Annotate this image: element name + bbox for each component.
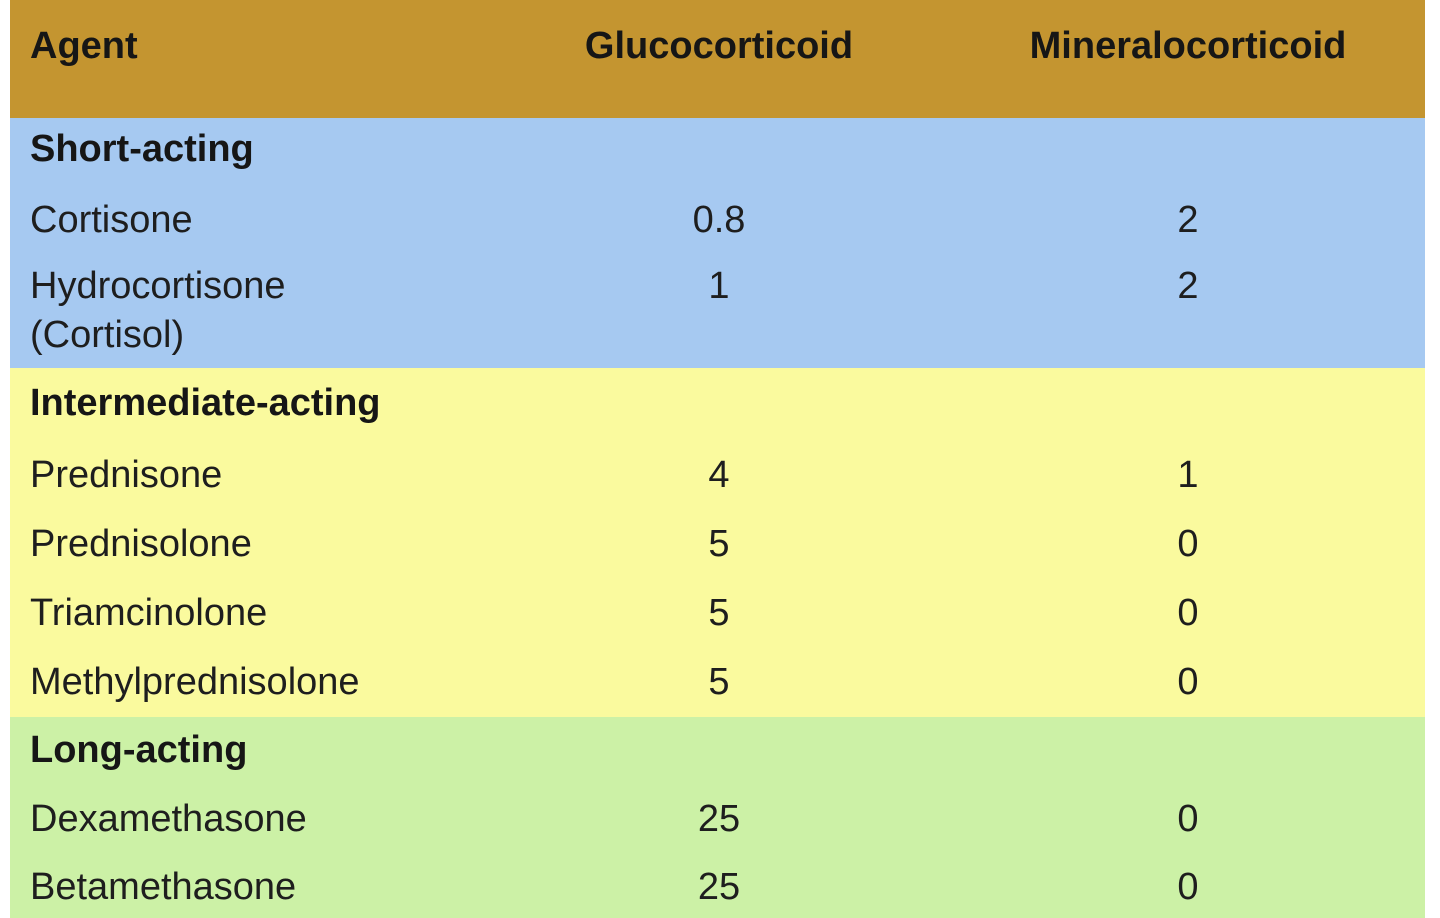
section-long-acting: Long-acting Dexamethasone 25 0 Betametha… [10, 717, 1425, 918]
section-intermediate-acting: Intermediate-acting Prednisone 4 1 Predn… [10, 368, 1425, 717]
glucocorticoid-cell: 5 [708, 592, 730, 634]
table-row: Methylprednisolone 5 0 [10, 648, 1425, 717]
mineralocorticoid-cell: 0 [1177, 592, 1199, 634]
table-row: Prednisone 4 1 [10, 441, 1425, 510]
agent-cell: Prednisone [30, 454, 223, 496]
agent-cell: Prednisolone [30, 523, 252, 565]
agent-cell: Dexamethasone [30, 798, 307, 840]
agent-cell: Hydrocortisone (Cortisol) [30, 265, 286, 357]
glucocorticoid-cell: 25 [697, 866, 741, 908]
agent-cell: Triamcinolone [30, 592, 268, 634]
section-heading: Intermediate-acting [30, 382, 381, 424]
glucocorticoid-cell: 25 [697, 798, 741, 840]
header-glucocorticoid: Glucocorticoid [584, 25, 854, 67]
table-row: Betamethasone 25 0 [10, 853, 1425, 918]
mineralocorticoid-cell: 2 [1177, 265, 1199, 307]
mineralocorticoid-cell: 0 [1177, 523, 1199, 565]
table-row: Triamcinolone 5 0 [10, 579, 1425, 648]
glucocorticoid-cell: 5 [708, 661, 730, 703]
table-row: Dexamethasone 25 0 [10, 785, 1425, 853]
table-header-row: Agent Glucocorticoid Mineralocorticoid [10, 0, 1425, 118]
potency-table: Agent Glucocorticoid Mineralocorticoid S… [10, 0, 1425, 918]
mineralocorticoid-cell: 0 [1177, 661, 1199, 703]
header-mineralocorticoid: Mineralocorticoid [1029, 25, 1347, 67]
mineralocorticoid-cell: 0 [1177, 798, 1199, 840]
glucocorticoid-cell: 0.8 [692, 199, 746, 241]
agent-cell: Methylprednisolone [30, 661, 360, 703]
table-row: Cortisone 0.8 2 [10, 186, 1425, 252]
agent-cell: Cortisone [30, 199, 193, 241]
glucocorticoid-cell: 1 [708, 265, 730, 307]
glucocorticoid-cell: 4 [708, 454, 730, 496]
section-heading: Long-acting [30, 729, 248, 771]
section-heading: Short-acting [30, 128, 254, 170]
agent-cell: Betamethasone [30, 866, 297, 908]
glucocorticoid-cell: 5 [708, 523, 730, 565]
mineralocorticoid-cell: 0 [1177, 866, 1199, 908]
table-row: Hydrocortisone (Cortisol) 1 2 [10, 252, 1425, 368]
mineralocorticoid-cell: 1 [1177, 454, 1199, 496]
table-row: Prednisolone 5 0 [10, 510, 1425, 579]
section-short-acting: Short-acting Cortisone 0.8 2 Hydrocortis… [10, 118, 1425, 368]
header-agent: Agent [30, 25, 138, 67]
mineralocorticoid-cell: 2 [1177, 199, 1199, 241]
